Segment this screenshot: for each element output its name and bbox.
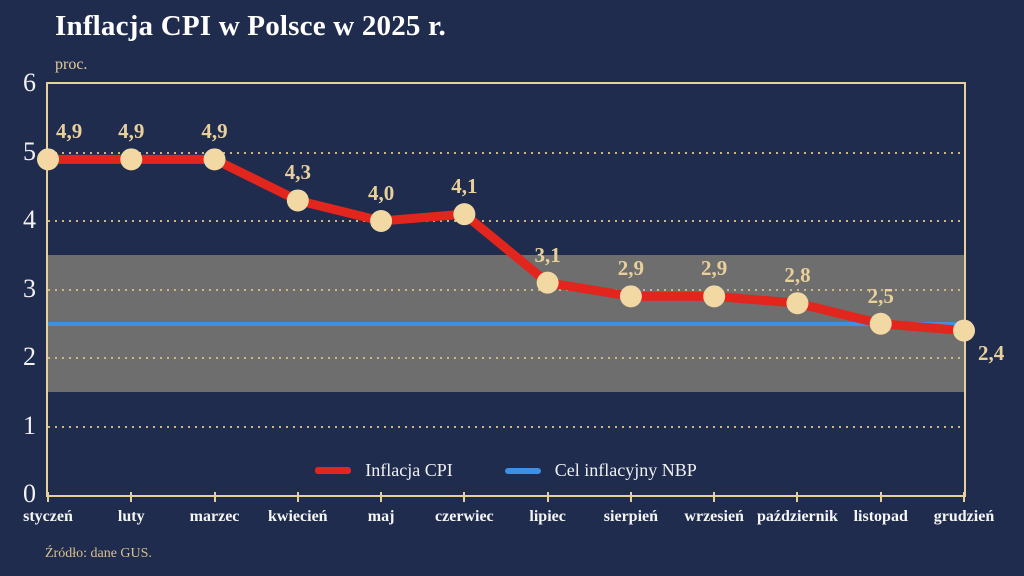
gridline-y5 xyxy=(48,151,964,154)
legend-label-target: Cel inflacyjny NBP xyxy=(554,460,697,480)
y-axis-label-5: 5 xyxy=(23,136,36,166)
y-axis-unit-label: proc. xyxy=(55,56,88,73)
data-point-czerwiec xyxy=(453,203,476,226)
data-point-luty xyxy=(120,148,143,171)
x-axis-label-sierpień: sierpień xyxy=(603,508,659,525)
data-point-grudzień xyxy=(953,319,975,342)
data-label-listopad: 2,5 xyxy=(867,283,894,308)
cpi-line-swatch-icon xyxy=(315,467,352,474)
legend-item-cpi: Inflacja CPI xyxy=(315,460,453,481)
legend-item-target: Cel inflacyjny NBP xyxy=(504,460,697,481)
data-label-lipiec: 3,1 xyxy=(534,242,561,267)
target-line-swatch-icon xyxy=(504,467,541,474)
y-axis-label-3: 3 xyxy=(23,273,36,303)
x-axis-label-grudzień: grudzień xyxy=(933,508,995,525)
x-axis-tick-grudzień xyxy=(963,492,965,502)
page-title: Inflacja CPI w Polsce w 2025 r. xyxy=(55,10,446,42)
x-axis-tick-sierpień xyxy=(629,492,632,502)
x-axis-tick-listopad xyxy=(879,492,882,502)
x-axis-tick-wrzesień xyxy=(713,492,716,502)
x-axis-label-październik: październik xyxy=(757,508,838,525)
data-point-marzec xyxy=(203,148,226,171)
x-axis-label-listopad: listopad xyxy=(853,508,908,525)
data-point-styczeń xyxy=(37,148,59,171)
y-axis-label-4: 4 xyxy=(23,205,36,234)
x-axis-tick-kwiecień xyxy=(296,492,299,502)
x-axis-label-maj: maj xyxy=(367,508,395,525)
x-axis-tick-październik xyxy=(796,492,799,502)
data-label-maj: 4,0 xyxy=(367,181,395,205)
x-axis-label-kwiecień: kwiecień xyxy=(268,508,328,525)
x-axis-label-wrzesień: wrzesień xyxy=(684,508,744,525)
data-label-wrzesień: 2,9 xyxy=(701,256,728,281)
data-label-styczeń: 4,9 xyxy=(56,119,83,144)
data-label-sierpień: 2,9 xyxy=(617,256,645,281)
gridline-y3 xyxy=(48,288,964,291)
x-axis-tick-styczeń xyxy=(47,492,49,502)
gridline-y4 xyxy=(48,220,964,222)
data-point-sierpień xyxy=(619,285,642,308)
data-label-październik: 2,8 xyxy=(784,263,811,288)
x-axis-label-styczeń: styczeń xyxy=(23,508,73,525)
x-axis-tick-luty xyxy=(130,492,133,502)
data-point-kwiecień xyxy=(286,189,309,212)
data-label-kwiecień: 4,3 xyxy=(284,160,311,185)
data-point-październik xyxy=(786,292,809,315)
data-label-marzec: 4,9 xyxy=(201,119,228,144)
x-axis-label-czerwiec: czerwiec xyxy=(435,508,494,525)
x-axis-tick-czerwiec xyxy=(463,492,466,502)
data-point-wrzesień xyxy=(703,285,726,308)
data-label-czerwiec: 4,1 xyxy=(451,174,478,199)
plot-area: Inflacja CPI Cel inflacyjny NBP 4,9 4,9 4,… xyxy=(37,82,1004,497)
data-label-grudzień: 2,4 xyxy=(978,340,1005,365)
nbp-target-line xyxy=(48,321,964,326)
y-axis-label-2: 2 xyxy=(23,342,36,371)
x-axis-tick-maj xyxy=(380,492,383,502)
x-axis-label-lipiec: lipiec xyxy=(529,508,566,525)
y-axis-label-1: 1 xyxy=(23,410,36,440)
data-point-maj xyxy=(370,210,393,232)
cpi-line-chart xyxy=(37,148,975,342)
x-axis-label-marzec: marzec xyxy=(189,508,240,525)
legend: Inflacja CPI Cel inflacyjny NBP xyxy=(48,460,964,481)
data-point-listopad xyxy=(869,312,892,335)
data-label-luty: 4,9 xyxy=(118,119,145,144)
data-point-lipiec xyxy=(536,271,559,294)
y-axis-label-6: 6 xyxy=(23,68,36,97)
source-note: Źródło: dane GUS. xyxy=(45,546,152,561)
y-axis-label-0: 0 xyxy=(23,479,36,508)
gridline-y2 xyxy=(48,357,964,359)
x-axis-label-luty: luty xyxy=(117,508,145,525)
gridline-y1 xyxy=(48,425,964,428)
x-axis-tick-lipiec xyxy=(546,492,549,502)
cpi-line xyxy=(43,154,969,336)
legend-label-cpi: Inflacja CPI xyxy=(365,460,453,480)
x-axis-tick-marzec xyxy=(213,492,216,502)
